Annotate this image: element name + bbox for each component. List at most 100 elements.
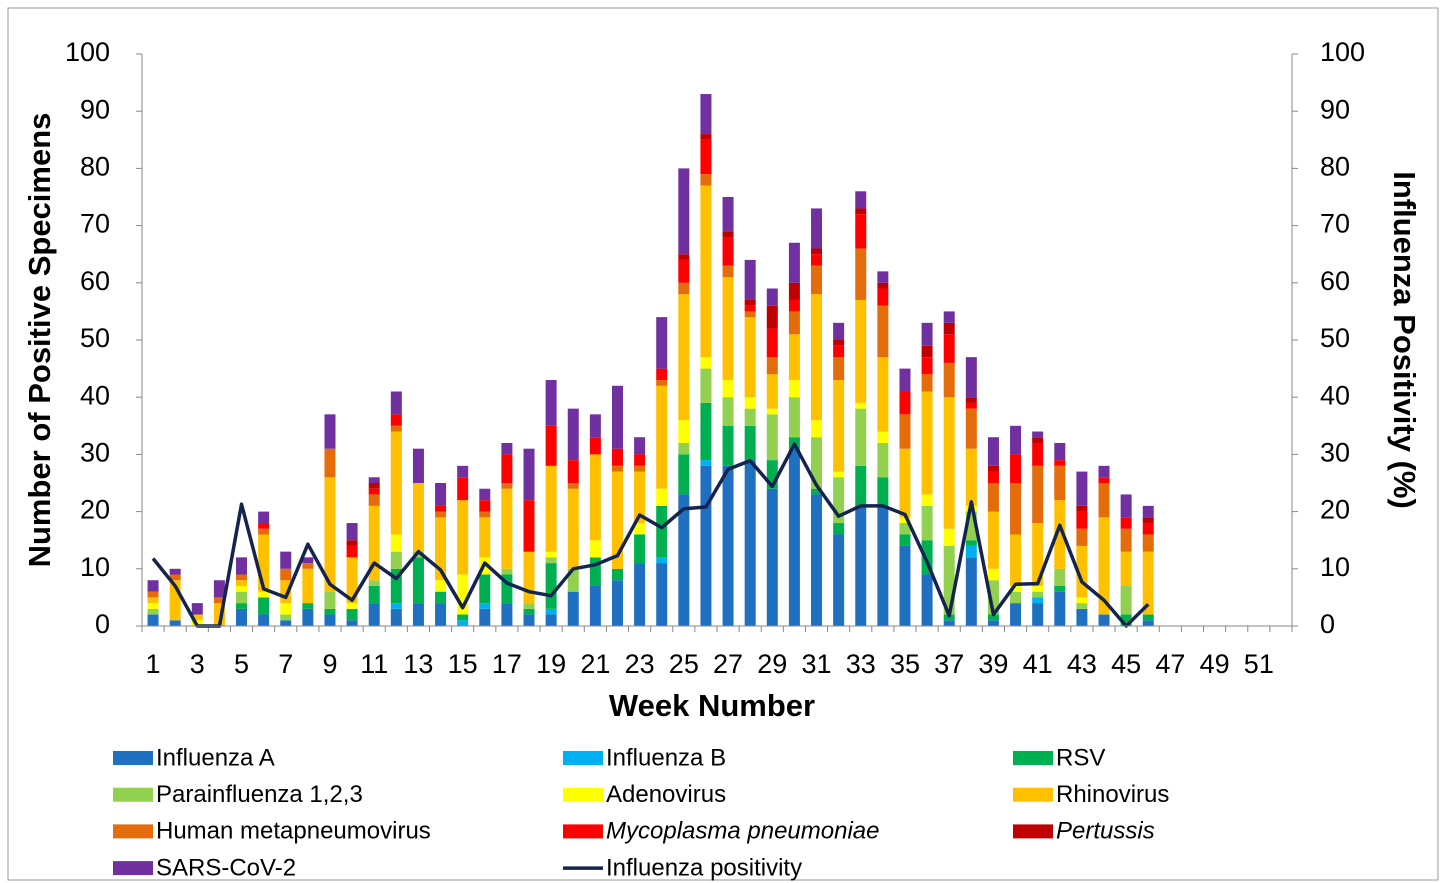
bar-segment [722, 277, 734, 381]
bar-segment [1032, 591, 1044, 598]
bar-segment [899, 545, 911, 626]
bar-segment [678, 294, 690, 421]
bar-segment [1142, 505, 1154, 518]
bar-segment [656, 557, 668, 564]
legend-label: Mycoplasma pneumoniae [606, 818, 879, 845]
bar-segment [678, 259, 690, 283]
bar-segment [987, 471, 999, 483]
bar-segment [236, 603, 248, 609]
bar-segment [855, 214, 867, 249]
bar-segment [147, 603, 159, 609]
bar-segment [678, 168, 690, 255]
y2-tick-label: 100 [1320, 37, 1365, 67]
bar-segment [545, 614, 557, 626]
x-tick-label: 31 [801, 649, 831, 679]
x-tick-label: 1 [146, 649, 161, 679]
bar-segment [811, 294, 823, 421]
bar-segment [1120, 494, 1132, 518]
bar-segment [479, 603, 491, 609]
bar-segment [943, 545, 955, 615]
bar-segment [1054, 465, 1066, 501]
bar-segment [678, 442, 690, 455]
bar-segment [501, 442, 513, 455]
bar-segment [545, 563, 557, 609]
bar-segment [965, 357, 977, 398]
bar-segment [479, 517, 491, 558]
legend-label: RSV [1056, 744, 1105, 771]
bar-segment [877, 431, 889, 443]
y2-axis-title: Influenza Positivity (%) [1387, 171, 1422, 509]
bar-segment [877, 271, 889, 283]
bar-segment [567, 460, 579, 483]
bar-segment [766, 328, 778, 358]
bar-segment [855, 505, 867, 626]
bar-segment [899, 523, 911, 535]
x-tick-label: 19 [536, 649, 566, 679]
bar-segment [1054, 460, 1066, 466]
bar-segment [589, 540, 601, 558]
legend-swatch [113, 861, 153, 876]
bar-segment [811, 265, 823, 295]
bar-segment [811, 437, 823, 489]
bar-segment [943, 397, 955, 529]
y-tick-label: 100 [65, 37, 110, 67]
bar-segment [678, 254, 690, 260]
bar-segment [611, 568, 623, 581]
bar-segment [479, 500, 491, 512]
bar-segment [302, 568, 314, 604]
bar-segment [611, 465, 623, 472]
bar-segment [943, 362, 955, 398]
bar-segment [1010, 425, 1022, 455]
bar-segment [1120, 528, 1132, 552]
y2-tick-label: 40 [1320, 380, 1350, 410]
bar-segment [258, 528, 270, 535]
bar-segment [921, 505, 933, 541]
bar-segment [368, 494, 380, 506]
bar-segment [833, 471, 845, 478]
legend-swatch [113, 787, 153, 802]
bar-segment [877, 288, 889, 306]
legend-swatch [563, 751, 603, 765]
bar-segment [788, 448, 800, 626]
bar-segment [236, 591, 248, 604]
bar-segment [965, 402, 977, 409]
x-tick-label: 9 [322, 649, 337, 679]
bar-segment [943, 528, 955, 546]
bar-segment [965, 545, 977, 558]
bar-segment [501, 603, 513, 626]
bar-segment [921, 357, 933, 375]
legend-swatch [563, 824, 603, 839]
bar-segment [1010, 534, 1022, 586]
bar-segment [766, 414, 778, 461]
bar-segment [744, 460, 756, 626]
bar-segment [368, 477, 380, 483]
bar-segment [788, 311, 800, 335]
bar-segment [965, 408, 977, 449]
bar-segment [965, 511, 977, 541]
bar-segment [412, 448, 424, 483]
bar-segment [1010, 585, 1022, 592]
bar-segment [921, 391, 933, 495]
bar-segment [766, 408, 778, 415]
bar-segment [1054, 591, 1066, 626]
legend-swatch [563, 787, 603, 802]
bar-segment [1076, 597, 1088, 604]
bar-segment [744, 311, 756, 318]
bar-segment [943, 334, 955, 363]
bar-segment [346, 557, 358, 604]
bar-segment [877, 357, 889, 432]
x-tick-label: 17 [492, 649, 522, 679]
bar-segment [258, 534, 270, 592]
bar-segment [191, 603, 203, 615]
line-series [151, 442, 1150, 628]
bar-segment [921, 540, 933, 575]
bar-segment [1142, 614, 1154, 621]
bar-segment [412, 603, 424, 626]
bar-segment [435, 511, 447, 518]
bar-segment [965, 540, 977, 546]
bar-segment [943, 322, 955, 335]
bar-segment [987, 568, 999, 581]
bar-segment [523, 608, 535, 615]
bar-segment [855, 299, 867, 403]
bar-segment [611, 385, 623, 449]
